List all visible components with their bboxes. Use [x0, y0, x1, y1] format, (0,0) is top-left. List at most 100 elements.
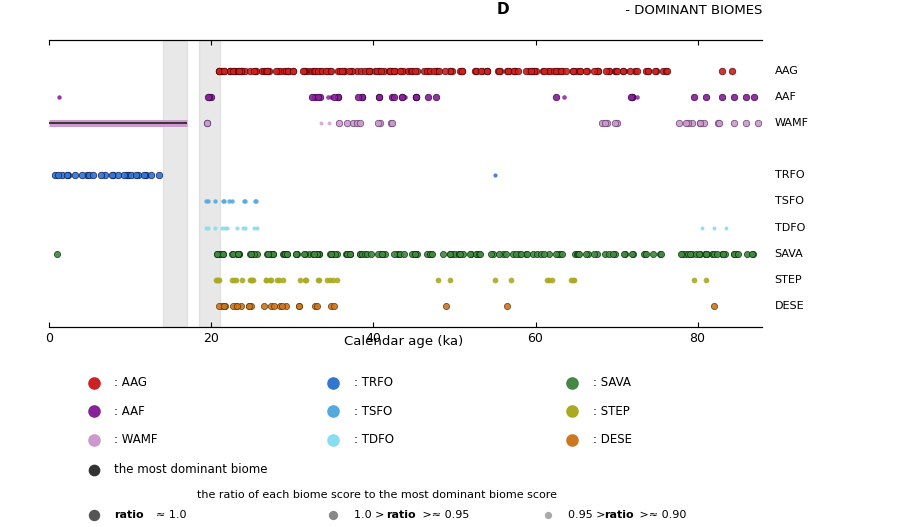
Point [565, 276, 579, 284]
Point [553, 66, 568, 75]
Point [210, 249, 224, 258]
Point [739, 93, 753, 101]
Point [218, 301, 232, 310]
Point [405, 66, 419, 75]
Point [513, 249, 527, 258]
Point [445, 249, 459, 258]
Point [329, 276, 344, 284]
Point [242, 276, 257, 284]
Point [230, 249, 244, 258]
Point [277, 249, 292, 258]
Point [297, 66, 311, 75]
Point [480, 66, 494, 75]
Point [393, 66, 407, 75]
Point [573, 66, 588, 75]
Point [266, 249, 280, 258]
Point [332, 119, 346, 128]
Point [567, 276, 581, 284]
Point [519, 249, 534, 258]
Point [566, 66, 580, 75]
Text: : AAG: : AAG [114, 376, 147, 389]
Point [263, 276, 277, 284]
Point [686, 276, 701, 284]
Point [569, 249, 583, 258]
Point [308, 66, 322, 75]
Point [214, 66, 229, 75]
Point [420, 249, 434, 258]
Point [372, 66, 387, 75]
Point [502, 66, 517, 75]
Point [94, 171, 109, 180]
Point [453, 249, 467, 258]
Point [324, 66, 338, 75]
Text: >≈ 0.95: >≈ 0.95 [419, 511, 469, 520]
Point [727, 93, 741, 101]
Point [638, 249, 652, 258]
Text: : WAMF: : WAMF [114, 433, 158, 446]
Point [501, 66, 516, 75]
Point [296, 66, 310, 75]
Point [273, 66, 287, 75]
Point [282, 66, 296, 75]
Point [220, 223, 234, 232]
Point [212, 66, 226, 75]
Point [383, 66, 397, 75]
Point [326, 276, 340, 284]
Text: : TSFO: : TSFO [353, 405, 392, 417]
Point [454, 66, 468, 75]
Point [373, 119, 388, 128]
Point [339, 249, 353, 258]
Point [628, 66, 642, 75]
Point [610, 119, 624, 128]
Point [48, 171, 63, 180]
Point [342, 66, 356, 75]
Point [527, 66, 541, 75]
Point [492, 249, 506, 258]
Point [606, 249, 621, 258]
Point [280, 249, 294, 258]
Point [225, 249, 239, 258]
Point [630, 66, 644, 75]
Point [469, 249, 483, 258]
Point [358, 66, 372, 75]
Point [570, 66, 585, 75]
Point [731, 249, 745, 258]
Point [222, 66, 237, 75]
Point [202, 93, 216, 101]
Point [710, 119, 725, 128]
Point [322, 249, 336, 258]
Point [473, 249, 487, 258]
Point [333, 66, 347, 75]
Point [625, 93, 640, 101]
Point [273, 276, 287, 284]
Point [320, 66, 335, 75]
Point [692, 119, 707, 128]
Point [326, 511, 340, 520]
Point [686, 93, 701, 101]
Point [199, 197, 213, 206]
Point [212, 66, 226, 75]
Point [465, 249, 479, 258]
Point [350, 66, 364, 75]
Point [298, 276, 312, 284]
Point [455, 66, 469, 75]
Point [616, 249, 631, 258]
Point [598, 249, 613, 258]
Point [420, 66, 434, 75]
Point [699, 249, 713, 258]
Point [68, 171, 83, 180]
Point [485, 249, 500, 258]
Point [718, 223, 733, 232]
Point [211, 276, 225, 284]
Point [528, 66, 543, 75]
Point [525, 66, 539, 75]
Point [199, 223, 213, 232]
Point [432, 66, 447, 75]
Point [210, 249, 224, 258]
Point [745, 249, 759, 258]
Point [570, 249, 584, 258]
Point [393, 249, 407, 258]
Point [616, 66, 631, 75]
Text: : SAVA: : SAVA [593, 376, 631, 389]
Point [324, 249, 338, 258]
